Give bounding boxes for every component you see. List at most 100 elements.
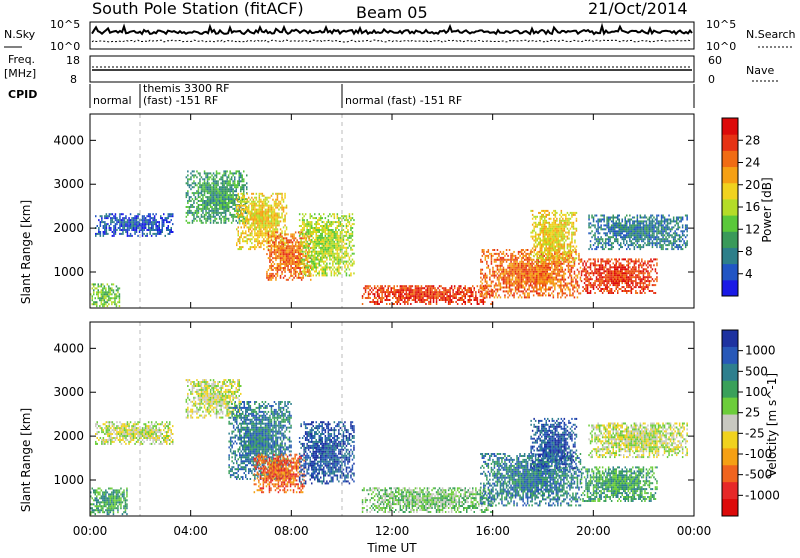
echo-cell — [490, 303, 492, 305]
echo-cell — [413, 291, 415, 293]
echo-cell — [337, 227, 339, 229]
echo-cell — [510, 279, 512, 281]
echo-cell — [326, 247, 328, 249]
echo-cell — [544, 261, 546, 263]
nave-tick-top: 60 — [708, 54, 722, 67]
echo-cell — [412, 285, 414, 287]
echo-cell — [142, 217, 144, 219]
echo-cell — [263, 201, 265, 203]
echo-cell — [569, 294, 571, 296]
echo-cell — [335, 221, 337, 223]
echo-cell — [431, 287, 433, 289]
echo-cell — [223, 220, 225, 222]
echo-cell — [556, 249, 558, 251]
echo-cell — [99, 291, 101, 293]
echo-cell — [547, 289, 549, 291]
echo-cell — [281, 267, 283, 269]
echo-cell — [199, 180, 201, 182]
echo-cell — [260, 242, 262, 244]
echo-cell — [542, 265, 544, 267]
echo-cell — [271, 273, 273, 275]
echo-cell — [545, 271, 547, 273]
echo-cell — [500, 289, 502, 291]
echo-cell — [409, 291, 411, 293]
echo-cell — [533, 289, 535, 291]
echo-cell — [555, 251, 557, 253]
echo-cell — [214, 204, 216, 206]
echo-cell — [134, 225, 136, 227]
echo-cell — [352, 217, 354, 219]
echo-cell — [524, 267, 526, 269]
echo-cell — [562, 271, 564, 273]
echo-cell — [220, 198, 222, 200]
echo-cell — [290, 267, 292, 269]
echo-cell — [436, 289, 438, 291]
echo-cell — [455, 291, 457, 293]
echo-cell — [492, 292, 494, 294]
echo-cell — [254, 205, 256, 207]
echo-cell — [325, 235, 327, 237]
echo-cell — [102, 295, 104, 297]
echo-cell — [323, 251, 325, 253]
echo-cell — [548, 267, 550, 269]
echo-cell — [274, 201, 276, 203]
echo-cell — [289, 259, 291, 261]
echo-cell — [290, 271, 292, 273]
echo-cell — [214, 220, 216, 222]
echo-cell — [550, 236, 552, 238]
echo-cell — [326, 237, 328, 239]
echo-cell — [128, 219, 130, 221]
echo-cell — [573, 226, 575, 228]
echo-cell — [107, 295, 109, 297]
echo-cell — [541, 246, 543, 248]
echo-cell — [220, 212, 222, 214]
echo-cell — [208, 212, 210, 214]
echo-cell — [308, 269, 310, 271]
echo-cell — [242, 240, 244, 242]
echo-cell — [163, 219, 165, 221]
echo-cell — [128, 229, 130, 231]
echo-cell — [519, 269, 521, 271]
echo-cell — [577, 275, 579, 277]
echo-cell — [211, 210, 213, 212]
echo-cell — [522, 249, 524, 251]
echo-cell — [556, 236, 558, 238]
echo-cell — [268, 222, 270, 224]
echo-cell — [352, 235, 354, 237]
echo-cell — [331, 215, 333, 217]
echo-cell — [554, 285, 556, 287]
echo-cell — [335, 243, 337, 245]
echo-cell — [527, 296, 529, 298]
echo-cell — [552, 257, 554, 259]
echo-cell — [293, 247, 295, 249]
echo-cell — [449, 293, 451, 295]
echo-cell — [281, 259, 283, 261]
echo-cell — [196, 170, 198, 172]
echo-cell — [547, 222, 549, 224]
echo-cell — [146, 219, 148, 221]
echo-cell — [542, 273, 544, 275]
echo-cell — [310, 227, 312, 229]
echo-cell — [293, 245, 295, 247]
echo-cell — [125, 223, 127, 225]
echo-cell — [335, 239, 337, 241]
echo-cell — [338, 235, 340, 237]
echo-cell — [204, 202, 206, 204]
echo-cell — [239, 236, 241, 238]
echo-cell — [239, 201, 241, 203]
echo-cell — [521, 263, 523, 265]
echo-cell — [452, 289, 454, 291]
echo-cell — [112, 213, 114, 215]
echo-cell — [577, 283, 579, 285]
echo-cell — [262, 222, 264, 224]
echo-cell — [541, 216, 543, 218]
echo-cell — [346, 233, 348, 235]
echo-cell — [163, 213, 165, 215]
echo-cell — [220, 208, 222, 210]
echo-cell — [301, 273, 303, 275]
echo-cell — [334, 243, 336, 245]
echo-cell — [391, 289, 393, 291]
echo-cell — [238, 193, 240, 195]
echo-cell — [482, 251, 484, 253]
echo-cell — [374, 287, 376, 289]
